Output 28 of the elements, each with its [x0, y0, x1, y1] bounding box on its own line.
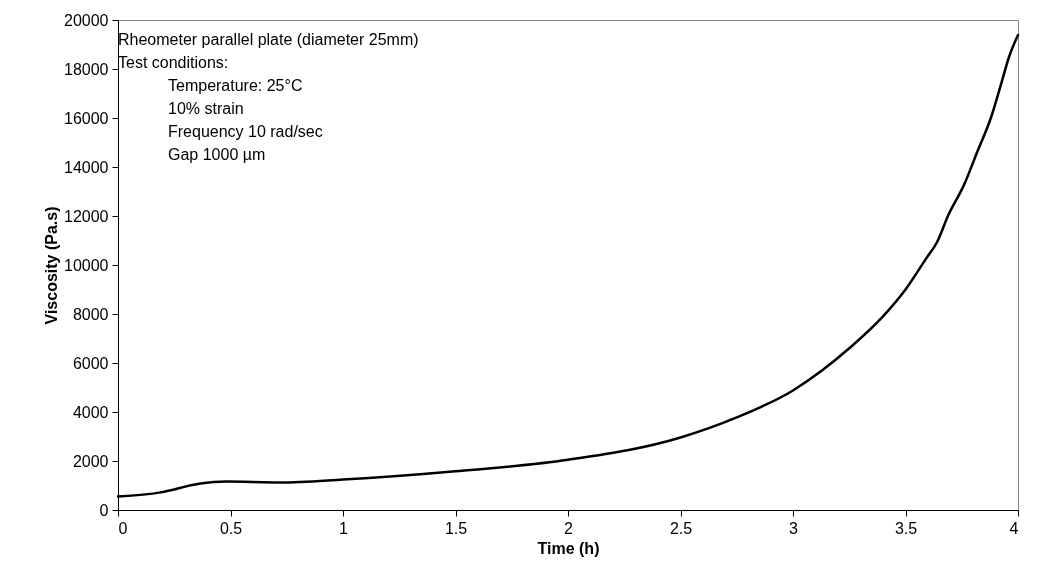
y-tick-label: 8000	[72, 305, 109, 323]
y-axis-title: Viscosity (Pa.s)	[43, 206, 61, 325]
x-tick-label: 0.5	[219, 519, 243, 537]
annotation: Test conditions:	[118, 54, 229, 71]
x-tick-label: 2	[564, 519, 574, 537]
y-tick-label: 16000	[64, 109, 109, 127]
x-tick-label: 3.5	[894, 519, 918, 537]
y-tick-label: 6000	[72, 354, 109, 372]
y-tick-label: 4000	[72, 403, 109, 421]
x-tick-label: 2.5	[669, 519, 693, 537]
x-tick-label: 4	[1009, 519, 1019, 537]
y-tick-label: 14000	[64, 158, 109, 176]
x-tick-label: 0	[118, 519, 128, 537]
x-tick-label: 1	[339, 519, 349, 537]
x-tick-label: 1.5	[444, 519, 468, 537]
y-tick-label: 18000	[64, 60, 109, 78]
y-tick-label: 10000	[64, 256, 109, 274]
annotation: Frequency 10 rad/sec	[168, 123, 323, 140]
annotation: Temperature: 25°C	[168, 77, 303, 94]
y-tick-label: 2000	[72, 452, 109, 470]
y-tick-label: 0	[99, 501, 109, 519]
annotation: Gap 1000 µm	[168, 146, 266, 163]
x-tick-label: 3	[789, 519, 799, 537]
x-axis-title: Time (h)	[537, 539, 600, 557]
y-tick-label: 20000	[64, 11, 109, 29]
y-tick-label: 12000	[64, 207, 109, 225]
annotation: Rheometer parallel plate (diameter 25mm)	[118, 31, 419, 48]
annotation: 10% strain	[168, 100, 244, 117]
